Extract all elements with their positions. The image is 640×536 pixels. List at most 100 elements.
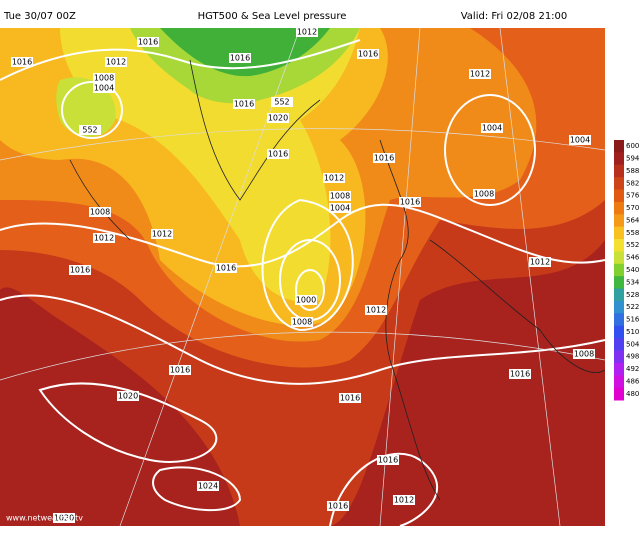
isobar-label: 1008 <box>330 192 350 201</box>
isobar-label: 1008 <box>90 208 110 217</box>
colorbar-label: 564 <box>626 216 640 224</box>
isobar-label-box <box>329 203 351 213</box>
isobar-label: 1016 <box>268 150 288 159</box>
colorbar-segment <box>614 189 624 203</box>
isobar-label: 1008 <box>474 190 494 199</box>
isobar-label-box <box>233 99 255 109</box>
isobar-label: 1016 <box>12 58 32 67</box>
isobar-label-box <box>327 501 349 511</box>
isobar-label: 1016 <box>138 38 158 47</box>
isobar-label-box <box>271 97 293 107</box>
colorbar-label: 522 <box>626 303 639 311</box>
isobar-label: 1012 <box>470 70 490 79</box>
isobar-label-box <box>93 73 115 83</box>
map <box>0 27 606 527</box>
colorbar-segment <box>614 276 624 290</box>
colorbar-segment <box>614 325 624 339</box>
isobar-label-box <box>105 57 127 67</box>
isobar-label-box <box>569 135 591 145</box>
isobar-label: 1016 <box>234 100 254 109</box>
colorbar-segment <box>614 140 624 153</box>
isobar-label: 1016 <box>170 366 190 375</box>
colorbar-label: 546 <box>626 254 640 262</box>
colorbar-segment <box>614 214 624 228</box>
colorbar-label: 516 <box>626 316 640 324</box>
isobar-label: 1016 <box>378 456 398 465</box>
isobar-label-box <box>229 53 251 63</box>
isobar-label: 1020 <box>118 392 138 401</box>
isobar-label-box <box>53 513 75 523</box>
isobar-label-box <box>473 189 495 199</box>
isobar-label-box <box>93 233 115 243</box>
colorbar-label: 486 <box>626 377 640 385</box>
isobar-label: 1012 <box>366 306 386 315</box>
isobar-label: 1020 <box>54 514 74 523</box>
isobar-label-box <box>481 123 503 133</box>
colorbar-label: 558 <box>626 229 639 237</box>
isobar-label-box <box>117 391 139 401</box>
isobar-label-box <box>357 49 379 59</box>
watermark: www.netweather.tv <box>6 514 83 523</box>
isobar-label-box <box>393 495 415 505</box>
colorbar-segment <box>614 387 624 401</box>
isobar-label-box <box>197 481 219 491</box>
isobar-label: 1000 <box>296 296 316 305</box>
isobar-label: 1008 <box>574 350 594 359</box>
colorbar-label: 582 <box>626 179 639 187</box>
isobar-label: 1016 <box>328 502 348 511</box>
colorbar-segment <box>614 362 624 376</box>
isobar-label-box <box>399 197 421 207</box>
colorbar-label: 528 <box>626 291 639 299</box>
isobar-label: 1008 <box>94 74 114 83</box>
colorbar-segment <box>614 338 624 351</box>
isobar-label-box <box>137 37 159 47</box>
colorbar-label: 480 <box>626 390 639 398</box>
colorbar-segment <box>614 288 624 302</box>
colorbar-segment <box>614 263 624 277</box>
colorbar-label: 498 <box>626 353 639 361</box>
isobar-label: 1016 <box>358 50 378 59</box>
isobar-label: 1016 <box>374 154 394 163</box>
colorbar-label: 504 <box>626 340 640 348</box>
colorbar-label: 534 <box>626 278 640 286</box>
isobar-label: 1012 <box>530 258 550 267</box>
isobar-label: 1016 <box>400 198 420 207</box>
colorbar-segment <box>614 239 624 252</box>
colorbar-segment <box>614 201 624 215</box>
isobar-label-box <box>79 125 101 135</box>
isobar-label-box <box>295 295 317 305</box>
isobar-label: 1004 <box>570 136 590 145</box>
isobar-label-box <box>291 317 313 327</box>
colorbar-segment <box>614 164 624 178</box>
colorbar-label: 570 <box>626 204 639 212</box>
isobar-label: 1016 <box>70 266 90 275</box>
isobar-label: 1012 <box>394 496 414 505</box>
isobar-label-box <box>296 27 318 37</box>
isobar-label: 1012 <box>324 174 344 183</box>
isobar-label: 552 <box>274 98 289 107</box>
isobar-label-box <box>469 69 491 79</box>
isobar-label: 1016 <box>510 370 530 379</box>
colorbar-label: 540 <box>626 266 639 274</box>
isobar-label-box <box>215 263 237 273</box>
isobar-label: 1012 <box>106 58 126 67</box>
colorbar-label: 594 <box>626 155 640 163</box>
isobar-label: 1012 <box>94 234 114 243</box>
isobar-label-box <box>365 305 387 315</box>
isobar-label-box <box>89 207 111 217</box>
run-label: Tue 30/07 00Z <box>3 11 76 22</box>
isobar-label: 1016 <box>340 394 360 403</box>
isobar-label: 1020 <box>268 114 288 123</box>
isobar-label-box <box>323 173 345 183</box>
colorbar-label: 588 <box>626 167 639 175</box>
isobar-label-box <box>509 369 531 379</box>
isobar-label: 1008 <box>292 318 312 327</box>
isobar-label: 1012 <box>297 28 317 37</box>
isobar-label-box <box>339 393 361 403</box>
colorbar-segment <box>614 313 624 327</box>
isobar-label-box <box>267 113 289 123</box>
isobar-label: 1012 <box>152 230 172 239</box>
isobar-label: 1004 <box>482 124 502 133</box>
colorbar-label: 552 <box>626 241 639 249</box>
